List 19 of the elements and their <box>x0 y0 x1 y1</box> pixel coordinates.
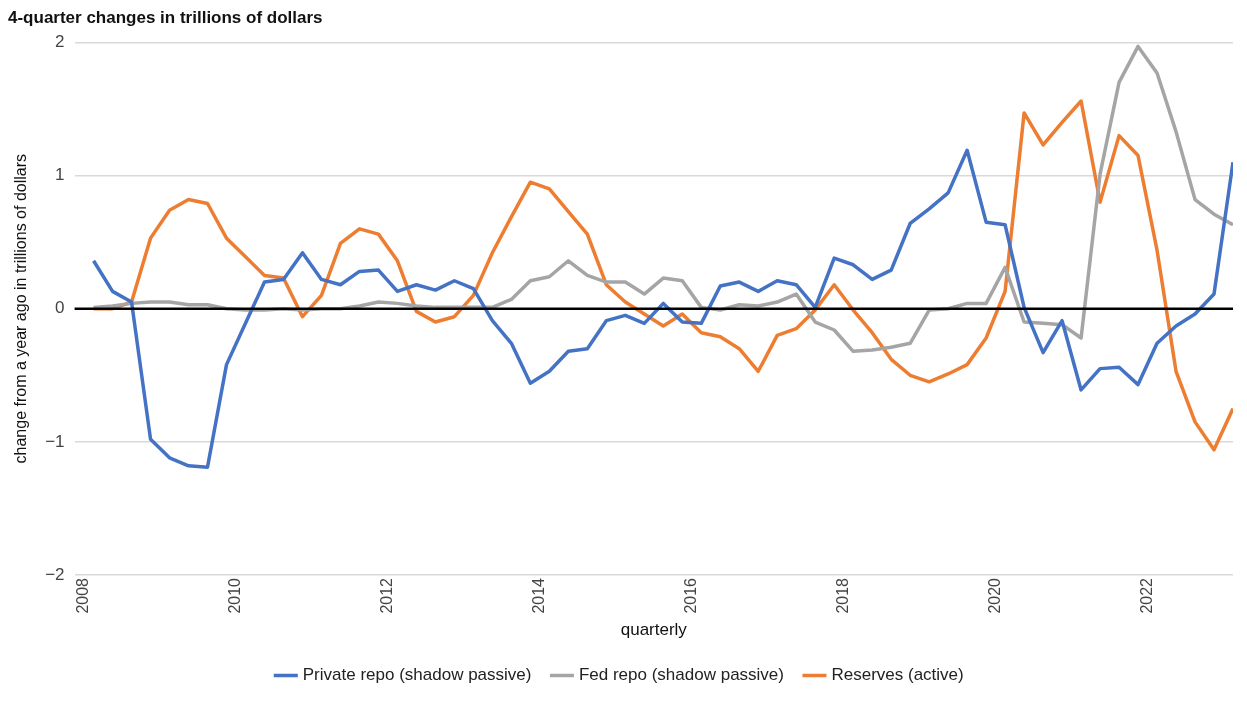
x-tick-label: 2014 <box>530 577 548 614</box>
x-tick-label: 2020 <box>986 577 1004 614</box>
x-tick-label: 2022 <box>1137 577 1155 614</box>
y-tick-label: 2 <box>55 32 65 52</box>
x-axis-title: quarterly <box>620 620 688 640</box>
y-axis-title: change from a year ago in trillions of dollars <box>12 153 30 464</box>
x-tick-label: 2016 <box>682 577 700 614</box>
x-tick-label: 2008 <box>74 577 92 614</box>
y-tick-label: −1 <box>45 431 65 451</box>
y-tick-label: −2 <box>45 564 65 584</box>
y-tick-label: 0 <box>55 298 65 318</box>
y-tick-label: 1 <box>55 165 65 185</box>
legend-label: Fed repo (shadow passive) <box>578 665 784 685</box>
chart-title: 4-quarter changes in trillions of dollars <box>8 7 323 27</box>
x-tick-label: 2018 <box>834 577 852 614</box>
legend-label: Private repo (shadow passive) <box>302 665 532 685</box>
legend-label: Reserves (active) <box>831 665 964 685</box>
x-tick-label: 2012 <box>378 577 396 614</box>
x-tick-label: 2010 <box>226 577 244 614</box>
